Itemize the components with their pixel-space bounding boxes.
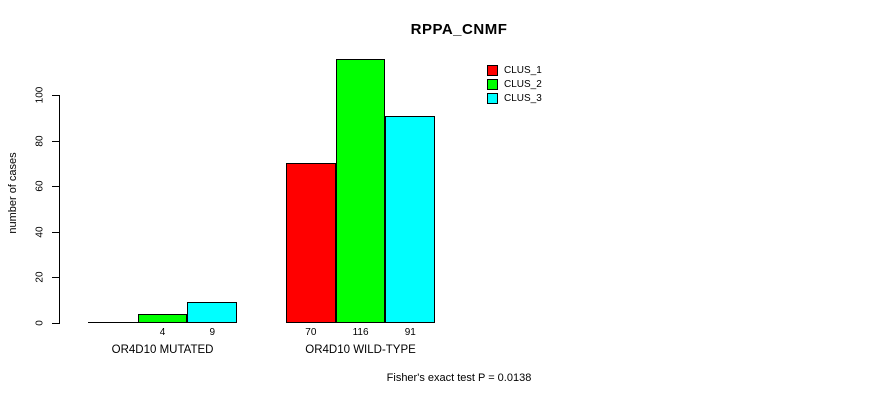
legend-item-CLUS_1: CLUS_1 [487,65,542,76]
annotation-text: Fisher's exact test P = 0.0138 [386,372,532,384]
bar-value-label: 4 [159,327,166,338]
legend-label: CLUS_2 [504,79,542,90]
bar-CLUS_1 [286,163,336,323]
y-tick-label: 100 [34,86,46,104]
y-axis-tick [52,141,59,142]
bar-value-label: 70 [305,327,317,338]
bar-value-label: 91 [404,327,416,338]
bar-CLUS_3 [187,302,237,323]
y-tick-label: 60 [34,180,46,192]
legend-swatch-icon [487,79,498,90]
y-axis-label: number of cases [7,152,19,234]
legend-item-CLUS_2: CLUS_2 [487,79,542,90]
chart-title: RPPA_CNMF [410,21,508,38]
legend-label: CLUS_3 [504,93,542,104]
legend-label: CLUS_1 [504,65,542,76]
y-axis-tick [52,186,59,187]
y-axis-tick [52,323,59,324]
y-axis-line [59,95,60,324]
y-tick-label: 40 [34,226,46,238]
legend-item-CLUS_3: CLUS_3 [487,93,542,104]
y-tick-label: 20 [34,271,46,283]
bar-value-label: 9 [209,327,216,338]
y-axis-tick [52,277,59,278]
y-tick-label: 80 [34,135,46,147]
y-tick-label: 0 [34,320,46,326]
y-axis-tick [52,95,59,96]
legend: CLUS_1 CLUS_2 CLUS_3 [487,65,542,107]
bar-CLUS_1-zero [88,322,138,323]
legend-swatch-icon [487,65,498,76]
y-axis-tick [52,232,59,233]
bar-CLUS_2 [336,59,385,323]
bar-CLUS_2 [138,314,187,323]
bar-CLUS_3 [385,116,435,323]
bar-value-label: 116 [352,327,369,338]
x-category-label: OR4D10 WILD-TYPE [305,344,416,356]
legend-swatch-icon [487,93,498,104]
x-category-label: OR4D10 MUTATED [111,344,214,356]
